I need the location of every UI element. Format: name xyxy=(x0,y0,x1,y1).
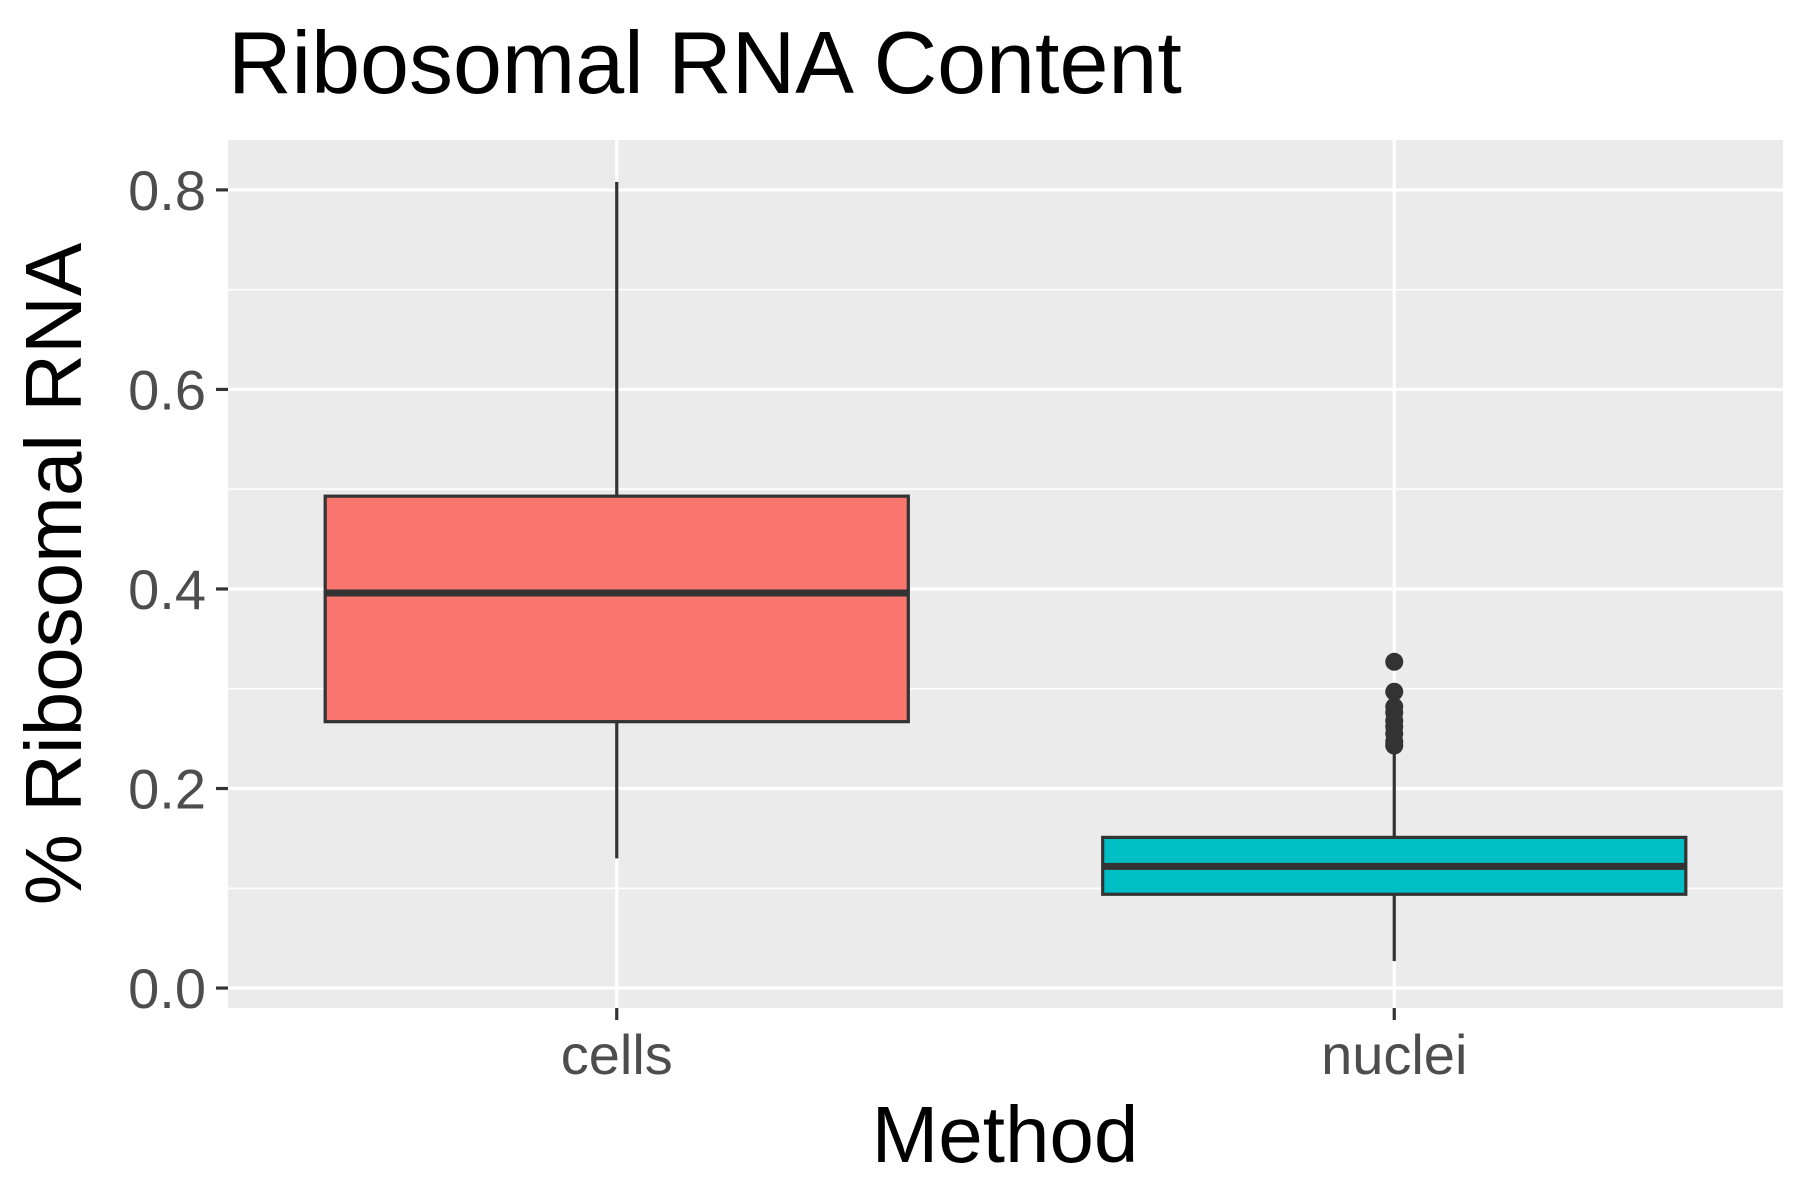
box-layer xyxy=(323,181,1688,962)
x-axis-title: Method xyxy=(872,1090,1139,1179)
y-axis-title: % Ribosomal RNA xyxy=(9,242,98,905)
y-tick-label: 0.8 xyxy=(128,159,206,222)
chart-title: Ribosomal RNA Content xyxy=(228,13,1182,112)
axes: 0.0 0.2 0.4 0.6 0.8 cells nuclei xyxy=(128,159,1467,1086)
outlier-point xyxy=(1385,682,1404,701)
y-tick-label: 0.4 xyxy=(128,558,206,621)
x-tick-label: cells xyxy=(561,1023,673,1086)
y-tick-label: 0.6 xyxy=(128,358,206,421)
outlier-point xyxy=(1385,697,1404,716)
box-cells xyxy=(323,181,910,859)
box-nuclei xyxy=(1101,652,1688,962)
y-tick-label: 0.2 xyxy=(128,758,206,821)
x-tick-label: nuclei xyxy=(1321,1023,1467,1086)
iqr-box xyxy=(323,494,910,724)
outlier-point xyxy=(1385,652,1404,671)
y-tick-label: 0.0 xyxy=(128,957,206,1020)
